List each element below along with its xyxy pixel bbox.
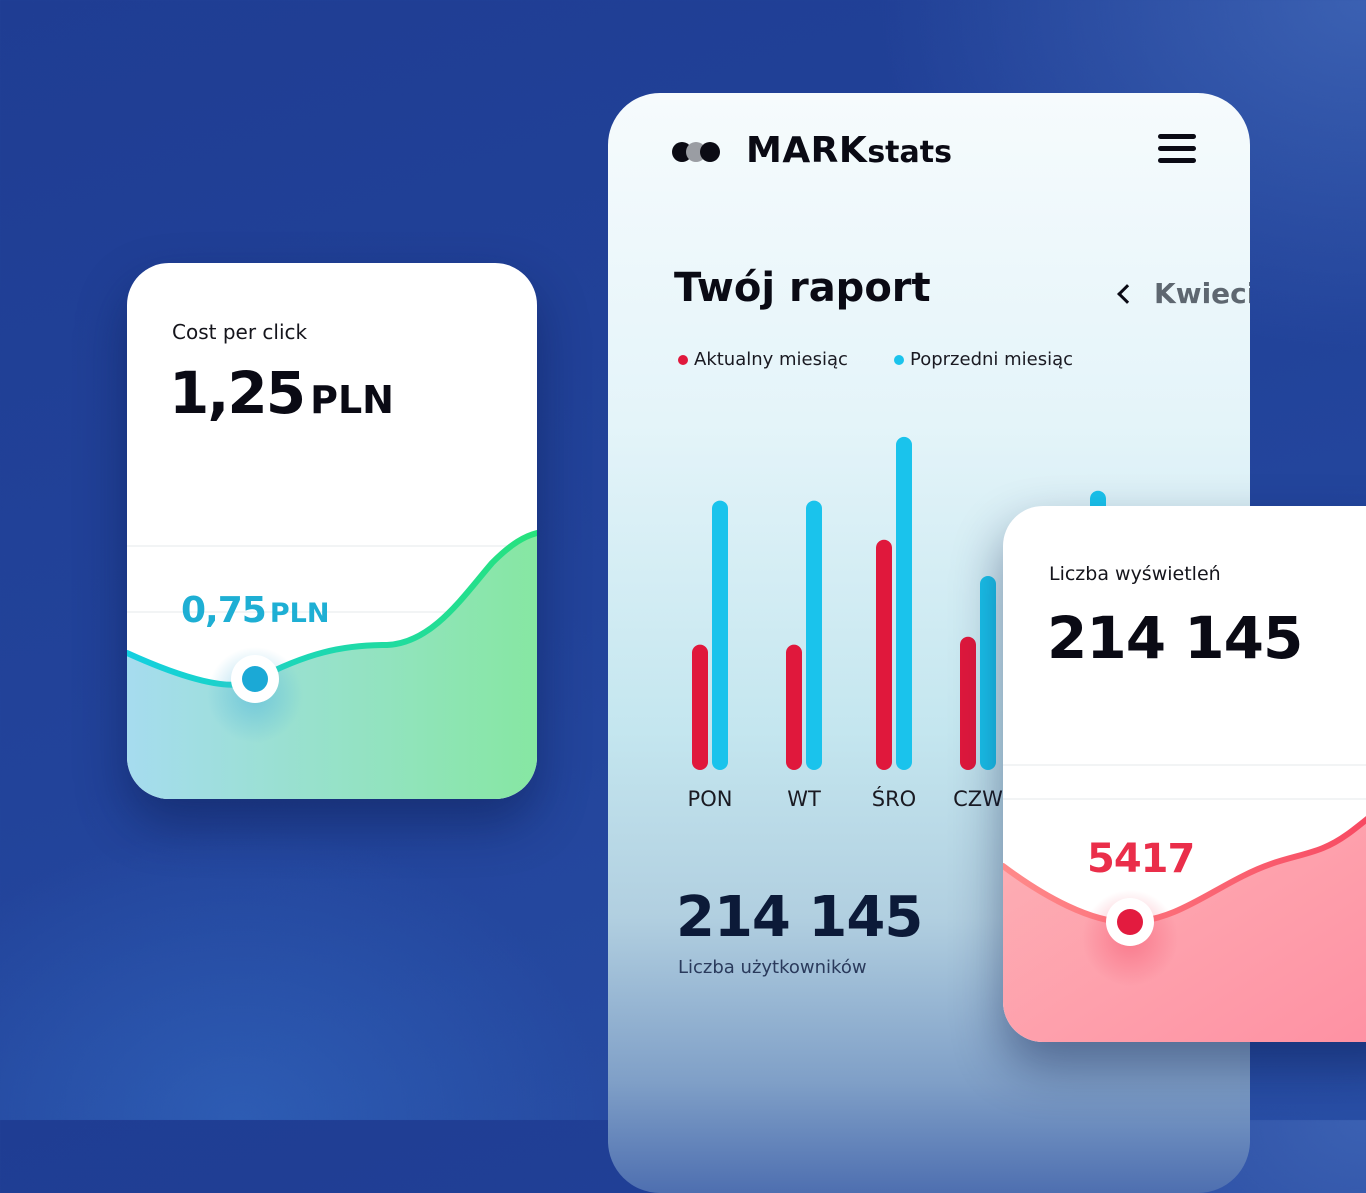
- x-tick-label: PON: [688, 787, 733, 811]
- page-title: Twój raport: [674, 265, 931, 311]
- legend-label-current: Aktualny miesiąc: [694, 349, 848, 370]
- legend-item-current: Aktualny miesiąc: [678, 349, 848, 370]
- cpc-sub-value-number: 0,75: [181, 590, 267, 631]
- bar-current-3[interactable]: [960, 636, 976, 770]
- legend-item-previous: Poprzedni miesiąc: [894, 349, 1073, 370]
- month-label: Kwiecień: [1154, 277, 1250, 310]
- bar-previous-3[interactable]: [980, 576, 996, 770]
- views-line: [1003, 816, 1366, 926]
- hamburger-menu-icon[interactable]: [1158, 134, 1196, 164]
- bar-previous-2[interactable]: [896, 436, 912, 770]
- views-point: [1117, 909, 1143, 935]
- cost-per-click-card[interactable]: Cost per click 1,25 PLN 0,75 PLN: [127, 263, 537, 799]
- cpc-area-chart: [127, 530, 537, 799]
- bar-current-2[interactable]: [876, 539, 892, 770]
- views-area: [1003, 819, 1366, 1042]
- views-label: Liczba wyświetleń: [1049, 563, 1221, 585]
- logo-dots-icon: [672, 135, 724, 167]
- brand-name-light: stats: [867, 135, 952, 170]
- menu-line: [1158, 158, 1196, 163]
- cpc-label: Cost per click: [172, 320, 308, 344]
- bar-previous-0[interactable]: [712, 500, 728, 770]
- cpc-value: 1,25 PLN: [169, 359, 394, 427]
- bar-current-1[interactable]: [786, 644, 802, 770]
- cpc-area: [127, 533, 537, 799]
- month-selector[interactable]: Kwiecień: [1117, 277, 1250, 310]
- cpc-sub-value-unit: PLN: [269, 598, 330, 629]
- users-total-caption: Liczba użytkowników: [678, 957, 867, 978]
- users-total-value: 214 145: [676, 885, 923, 950]
- legend-dot-previous: [894, 354, 904, 365]
- x-tick-label: WT: [787, 787, 821, 811]
- logo-dot-right: [700, 142, 720, 162]
- views-card[interactable]: Liczba wyświetleń 214 145 5417: [1003, 506, 1366, 1042]
- cpc-value-number: 1,25: [169, 359, 306, 427]
- cpc-sub-value: 0,75 PLN: [181, 590, 329, 631]
- brand-name: MARKstats: [746, 133, 952, 169]
- views-area-chart: [1003, 764, 1366, 1042]
- views-value: 214 145: [1047, 604, 1303, 672]
- menu-line: [1158, 134, 1196, 139]
- x-tick-label: CZW: [953, 787, 1003, 811]
- legend-label-previous: Poprzedni miesiąc: [910, 349, 1074, 370]
- legend-dot-current: [678, 354, 688, 365]
- menu-line: [1158, 146, 1196, 151]
- bar-current-0[interactable]: [692, 644, 708, 770]
- views-sub-value: 5417: [1087, 836, 1195, 882]
- app-logo[interactable]: MARKstats: [672, 133, 952, 169]
- cpc-value-unit: PLN: [310, 378, 394, 422]
- cpc-point: [242, 666, 268, 692]
- brand-name-bold: MARK: [746, 130, 868, 171]
- bar-previous-1[interactable]: [806, 500, 822, 770]
- x-tick-label: ŚRO: [872, 786, 916, 811]
